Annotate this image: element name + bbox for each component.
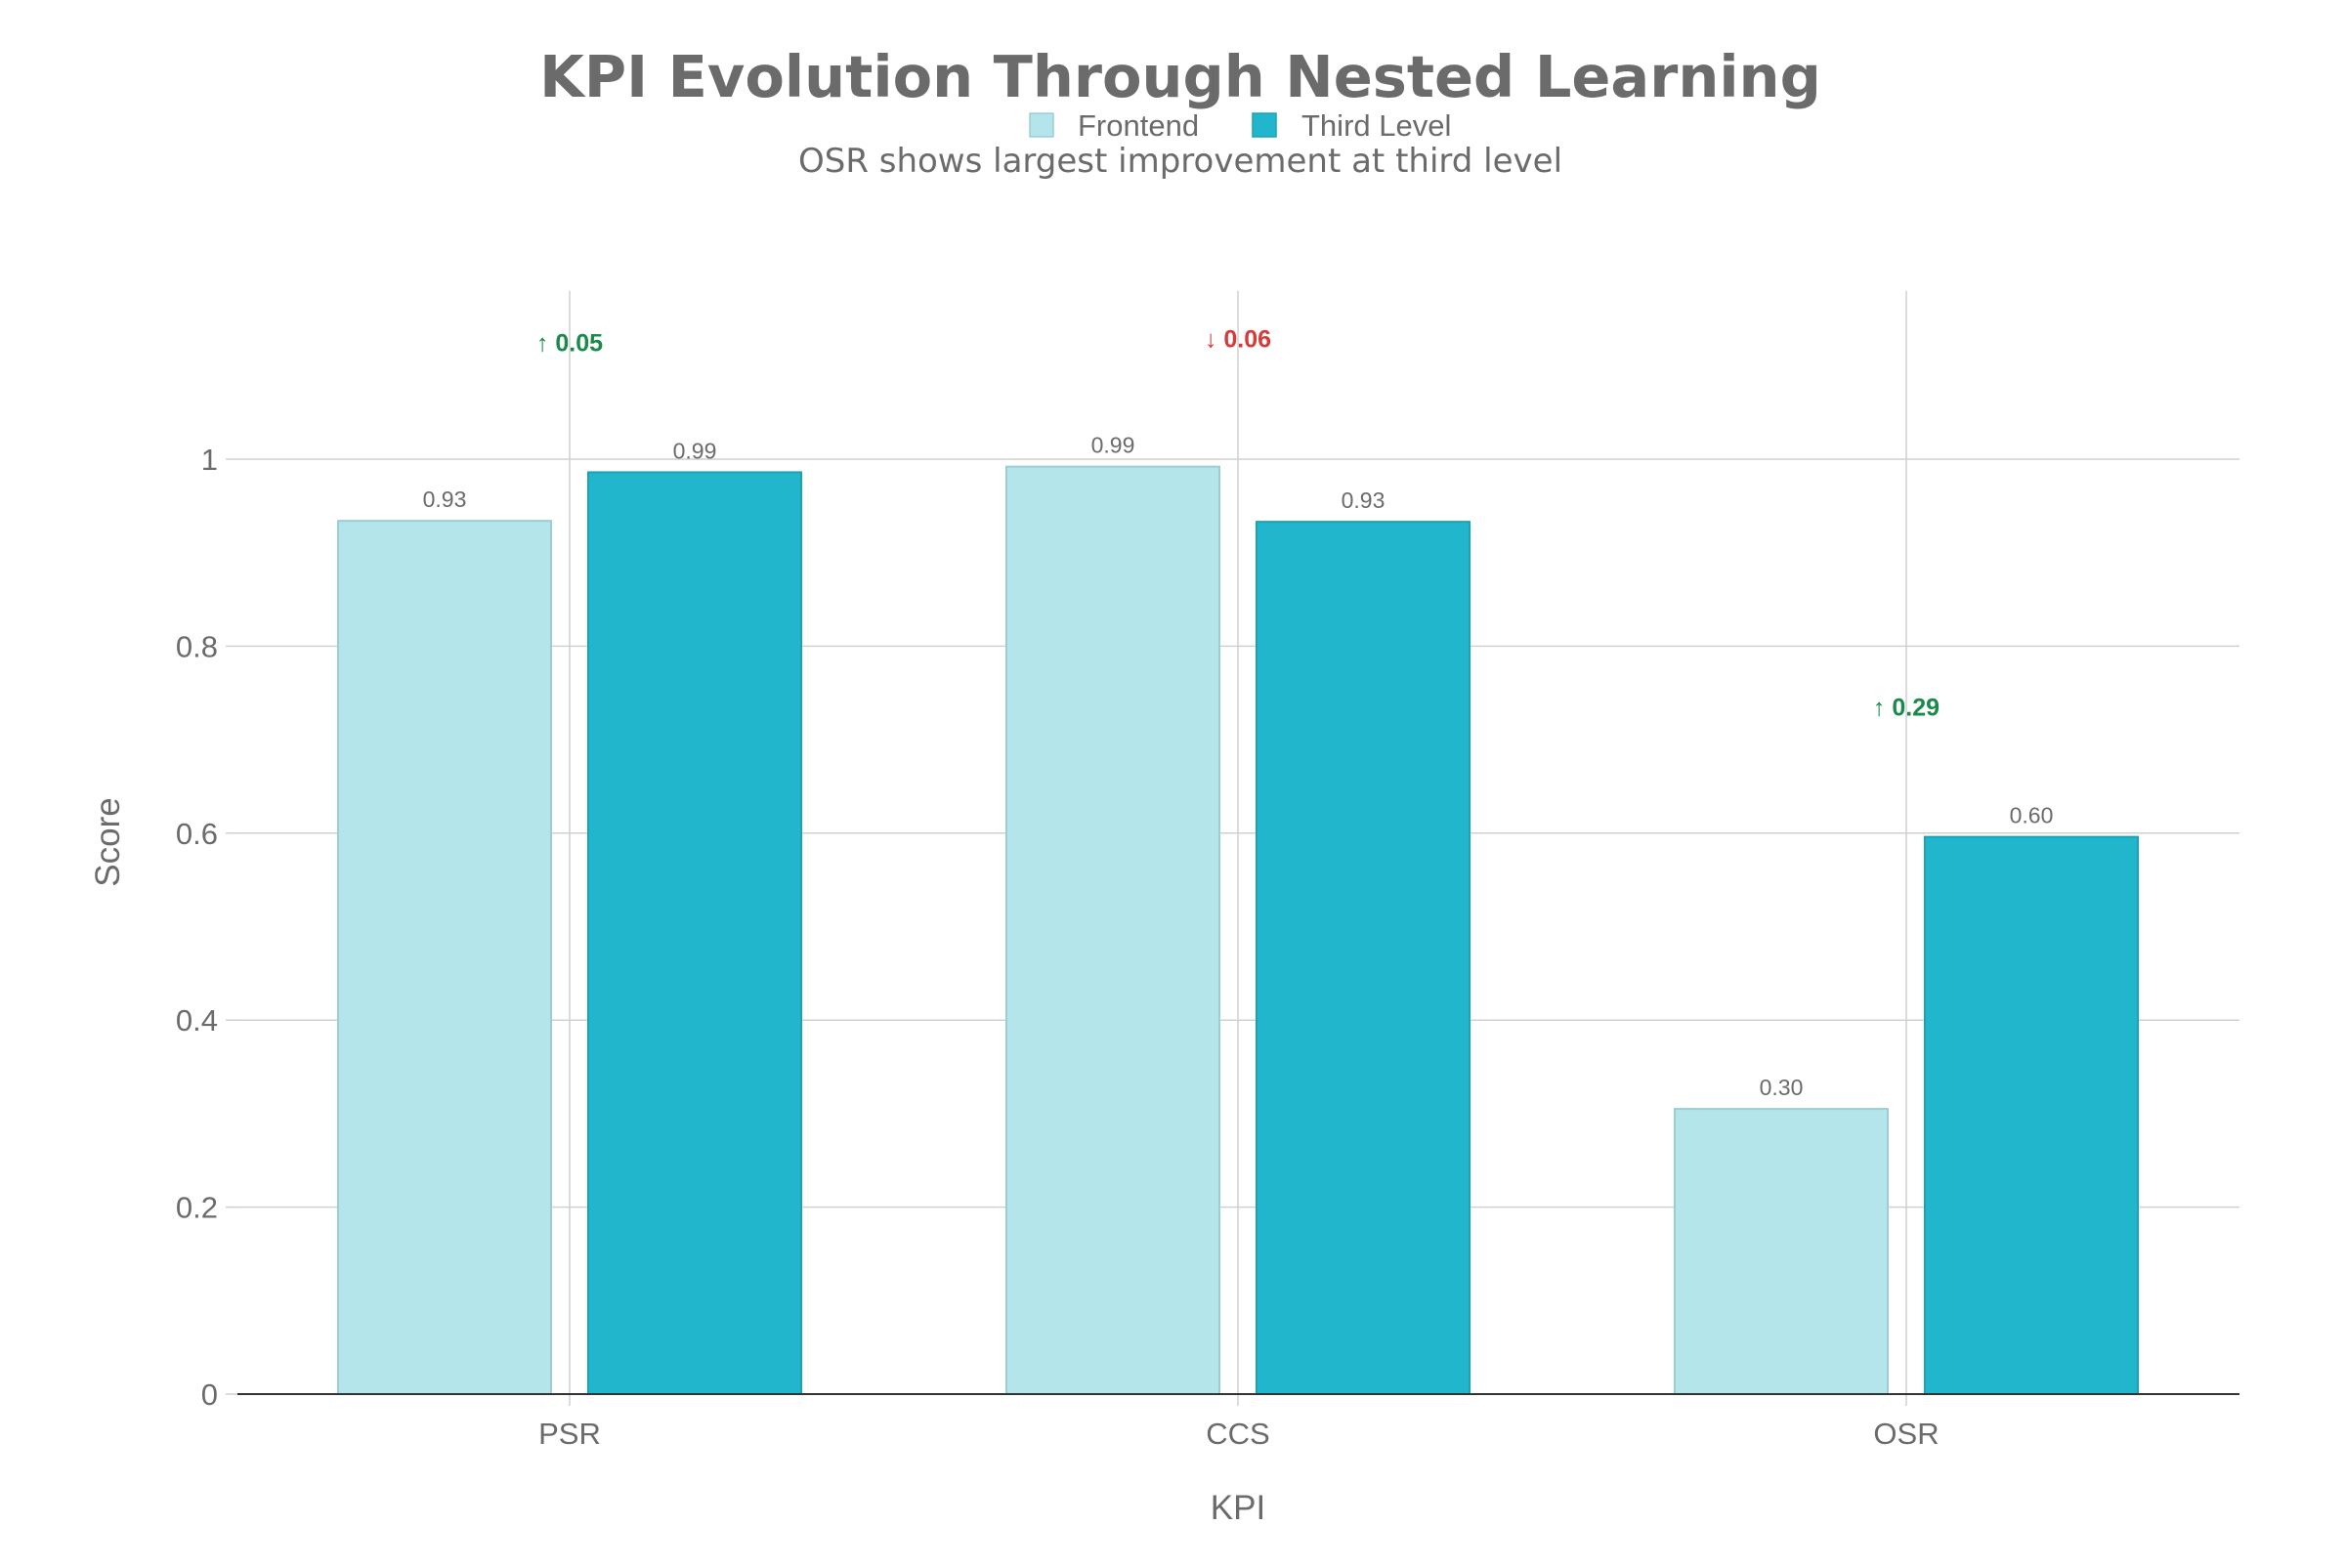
bar-value-label: 0.60: [2010, 803, 2054, 828]
legend: Frontend Third Level: [1029, 108, 1451, 143]
change-annotation: ↓ 0.06: [1205, 326, 1271, 354]
change-annotations: ↑ 0.05 ↓ 0.06 ↑ 0.29: [536, 326, 1940, 722]
change-annotation: ↑ 0.05: [536, 329, 603, 357]
y-tick-label: 0.4: [176, 1003, 218, 1038]
legend-swatch-frontend: [1029, 112, 1054, 138]
bar-value-label: 0.30: [1760, 1075, 1804, 1100]
y-tick-label: 0.2: [176, 1191, 218, 1225]
bar-value-label: 0.99: [673, 438, 717, 463]
bars: [337, 465, 2139, 1395]
legend-label-frontend: Frontend: [1078, 108, 1199, 143]
legend-swatch-third-level: [1252, 112, 1277, 138]
legend-label-third-level: Third Level: [1301, 108, 1451, 143]
chart-subtitle: OSR shows largest improvement at third l…: [798, 142, 1562, 181]
bar-frontend-osr: [1674, 1108, 1889, 1395]
bar-third-level-psr: [587, 471, 802, 1395]
x-axis-title: KPI: [1211, 1489, 1265, 1527]
y-tick-label: 1: [201, 443, 218, 477]
x-tick-label: CCS: [1206, 1417, 1269, 1451]
bar-value-label: 0.93: [1342, 487, 1386, 513]
bar-value-label: 0.93: [423, 487, 467, 512]
x-tick-label: OSR: [1873, 1417, 1939, 1451]
y-tick-label: 0.6: [176, 817, 218, 851]
bar-frontend-ccs: [1005, 465, 1220, 1395]
bar-frontend-psr: [337, 520, 552, 1395]
bar-third-level-ccs: [1256, 521, 1471, 1395]
grid: [237, 290, 2239, 1394]
bar-labels: 0.93 0.99 0.30 0.99 0.93 0.60: [423, 433, 2054, 1100]
chart-title: KPI Evolution Through Nested Learning: [539, 43, 1821, 110]
y-axis-title: Score: [89, 797, 127, 886]
axes: 0 0.2 0.4 0.6 0.8 1 PSR CCS OSR: [176, 443, 2239, 1451]
y-tick-label: 0.8: [176, 629, 218, 663]
bar-third-level-osr: [1924, 835, 2139, 1395]
change-annotation: ↑ 0.29: [1873, 695, 1940, 722]
y-tick-label: 0: [201, 1377, 218, 1412]
x-tick-label: PSR: [538, 1417, 601, 1451]
bar-value-label: 0.99: [1091, 433, 1135, 458]
